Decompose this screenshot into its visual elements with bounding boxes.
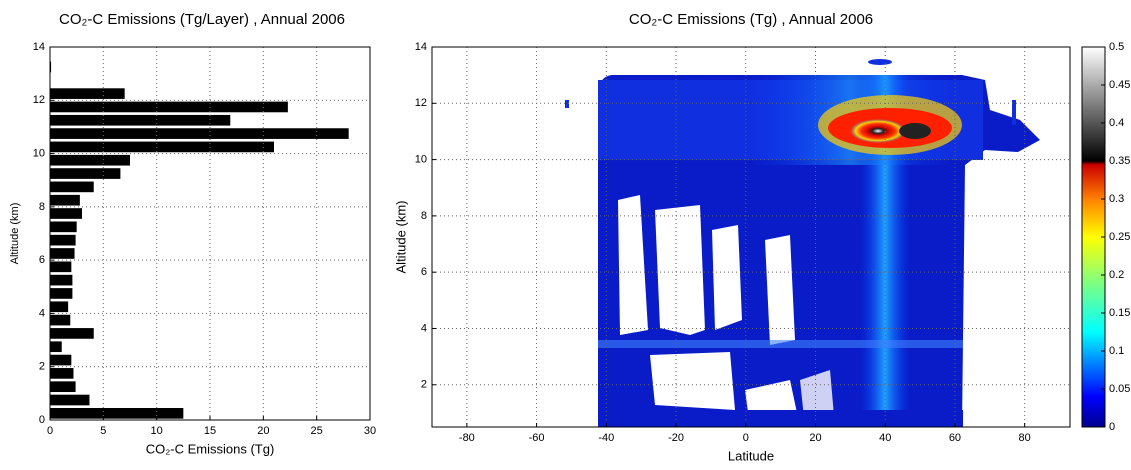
colorbar-tick-label: 0.5 bbox=[1109, 41, 1124, 53]
y-axis-label: Altitude (km) bbox=[9, 203, 21, 265]
colorbar-tick-label: 0.1 bbox=[1109, 345, 1124, 357]
bar bbox=[50, 128, 349, 139]
bar bbox=[50, 381, 76, 393]
colorbar-tick-label: 0 bbox=[1109, 421, 1115, 433]
bar bbox=[50, 194, 80, 206]
x-tick-label: 40 bbox=[879, 432, 891, 444]
x-tick-label: 20 bbox=[257, 425, 269, 437]
y-tick-label: 6 bbox=[421, 266, 427, 278]
colorbar-tick-label: 0.05 bbox=[1109, 383, 1130, 395]
colorbar-tick-label: 0.3 bbox=[1109, 193, 1124, 205]
bar bbox=[50, 114, 231, 126]
colorbar-tick-label: 0.25 bbox=[1109, 231, 1130, 243]
bar bbox=[50, 368, 74, 379]
y-tick-label: 0 bbox=[39, 414, 45, 426]
colorbar-tick-label: 0.15 bbox=[1109, 307, 1130, 319]
bar bbox=[50, 394, 90, 406]
y-tick-label: 6 bbox=[39, 254, 45, 266]
y-tick-label: 14 bbox=[415, 41, 427, 53]
bar bbox=[50, 288, 73, 299]
bar bbox=[50, 88, 125, 99]
x-tick-label: 0 bbox=[743, 432, 749, 444]
bar bbox=[50, 408, 184, 419]
chart-title: CO₂-C Emissions (Tg) , Annual 2006 bbox=[629, 11, 873, 28]
plot-frame bbox=[431, 46, 1071, 428]
x-axis-label: CO₂-C Emissions (Tg) bbox=[146, 441, 275, 456]
y-tick-label: 8 bbox=[39, 201, 45, 213]
bar bbox=[50, 154, 130, 166]
x-axis-label: Latitude bbox=[728, 448, 774, 463]
y-tick-label: 2 bbox=[39, 361, 45, 373]
bar bbox=[50, 181, 94, 193]
bar bbox=[50, 61, 52, 73]
bar bbox=[50, 354, 72, 366]
bar bbox=[50, 328, 94, 339]
x-tick-label: 80 bbox=[1019, 432, 1031, 444]
x-tick-label: 20 bbox=[809, 432, 821, 444]
colorbar-tick-label: 0.45 bbox=[1109, 79, 1130, 91]
bar bbox=[50, 168, 121, 179]
y-tick-label: 12 bbox=[415, 97, 427, 109]
y-tick-label: 10 bbox=[33, 147, 45, 159]
bar bbox=[50, 261, 72, 273]
x-tick-label: 0 bbox=[47, 425, 53, 437]
x-tick-label: 15 bbox=[204, 425, 216, 437]
x-tick-label: 60 bbox=[949, 432, 961, 444]
plot-frame bbox=[49, 46, 371, 421]
x-tick-label: 30 bbox=[364, 425, 376, 437]
y-tick-label: 10 bbox=[415, 153, 427, 165]
x-tick-label: -60 bbox=[529, 432, 545, 444]
y-axis-label: Altitude (km) bbox=[393, 201, 408, 274]
y-tick-label: 8 bbox=[421, 210, 427, 222]
bar bbox=[50, 274, 73, 286]
bar bbox=[50, 234, 76, 246]
colorbar-tick-label: 0.4 bbox=[1109, 117, 1124, 129]
heatmap-field bbox=[565, 59, 1040, 427]
bar bbox=[50, 101, 288, 113]
x-tick-label: -20 bbox=[668, 432, 684, 444]
y-tick-label: 12 bbox=[33, 94, 45, 106]
chart-title: CO₂-C Emissions (Tg/Layer) , Annual 2006 bbox=[59, 11, 345, 28]
y-tick-label: 4 bbox=[421, 322, 427, 334]
x-tick-label: -40 bbox=[598, 432, 614, 444]
colorbar-tick-label: 0.2 bbox=[1109, 269, 1124, 281]
y-tick-label: 4 bbox=[39, 307, 45, 319]
x-tick-label: 10 bbox=[151, 425, 163, 437]
bar bbox=[50, 301, 69, 313]
bar bbox=[50, 221, 77, 233]
y-tick-label: 2 bbox=[421, 379, 427, 391]
bar bbox=[50, 314, 71, 326]
bar bbox=[50, 248, 75, 259]
x-tick-label: 25 bbox=[311, 425, 323, 437]
x-tick-label: 5 bbox=[100, 425, 106, 437]
bar bbox=[50, 141, 274, 153]
x-tick-label: -80 bbox=[459, 432, 475, 444]
y-tick-label: 14 bbox=[33, 41, 45, 53]
colorbar-tick-label: 0.35 bbox=[1109, 155, 1130, 167]
bar bbox=[50, 208, 82, 219]
bar bbox=[50, 341, 62, 353]
